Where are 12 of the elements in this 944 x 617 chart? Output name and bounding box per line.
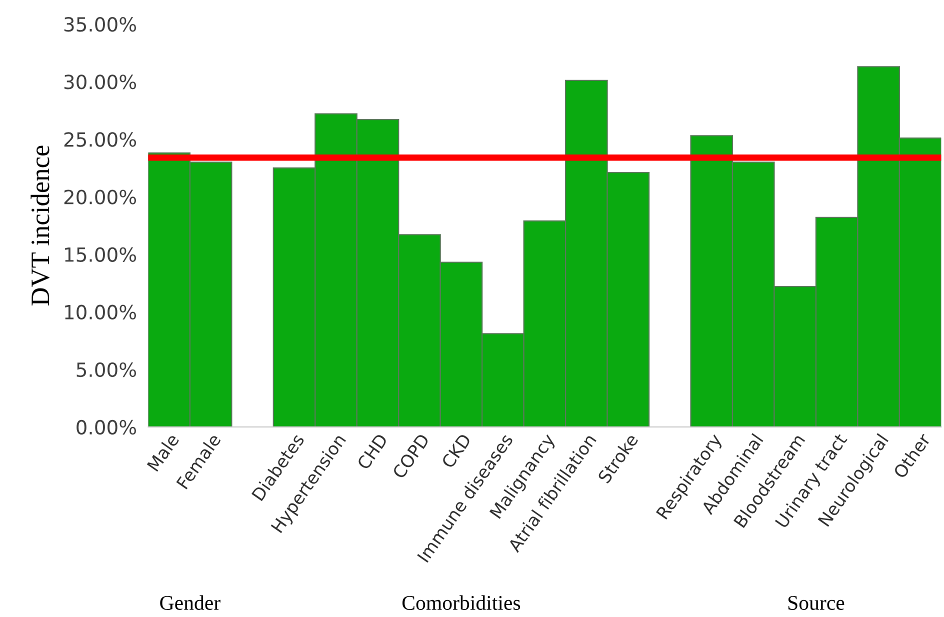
y-tick-label: 35.00% [64, 17, 136, 32]
y-tick-label: 10.00% [65, 304, 136, 320]
y-tick-label: 0.00% [76, 420, 136, 435]
y-tick-label: 15.00% [65, 247, 136, 262]
text: Comorbidities [402, 595, 520, 610]
text: Gender [160, 595, 220, 610]
y-tick-label: 5.00% [76, 362, 136, 378]
y-axis-title: DVT incidence [30, 146, 50, 306]
y-tick-label: 30.00% [64, 74, 136, 90]
y-tick-label: 25.00% [64, 132, 136, 147]
y-tick-label: 20.00% [64, 190, 136, 204]
text: Source [788, 596, 844, 610]
